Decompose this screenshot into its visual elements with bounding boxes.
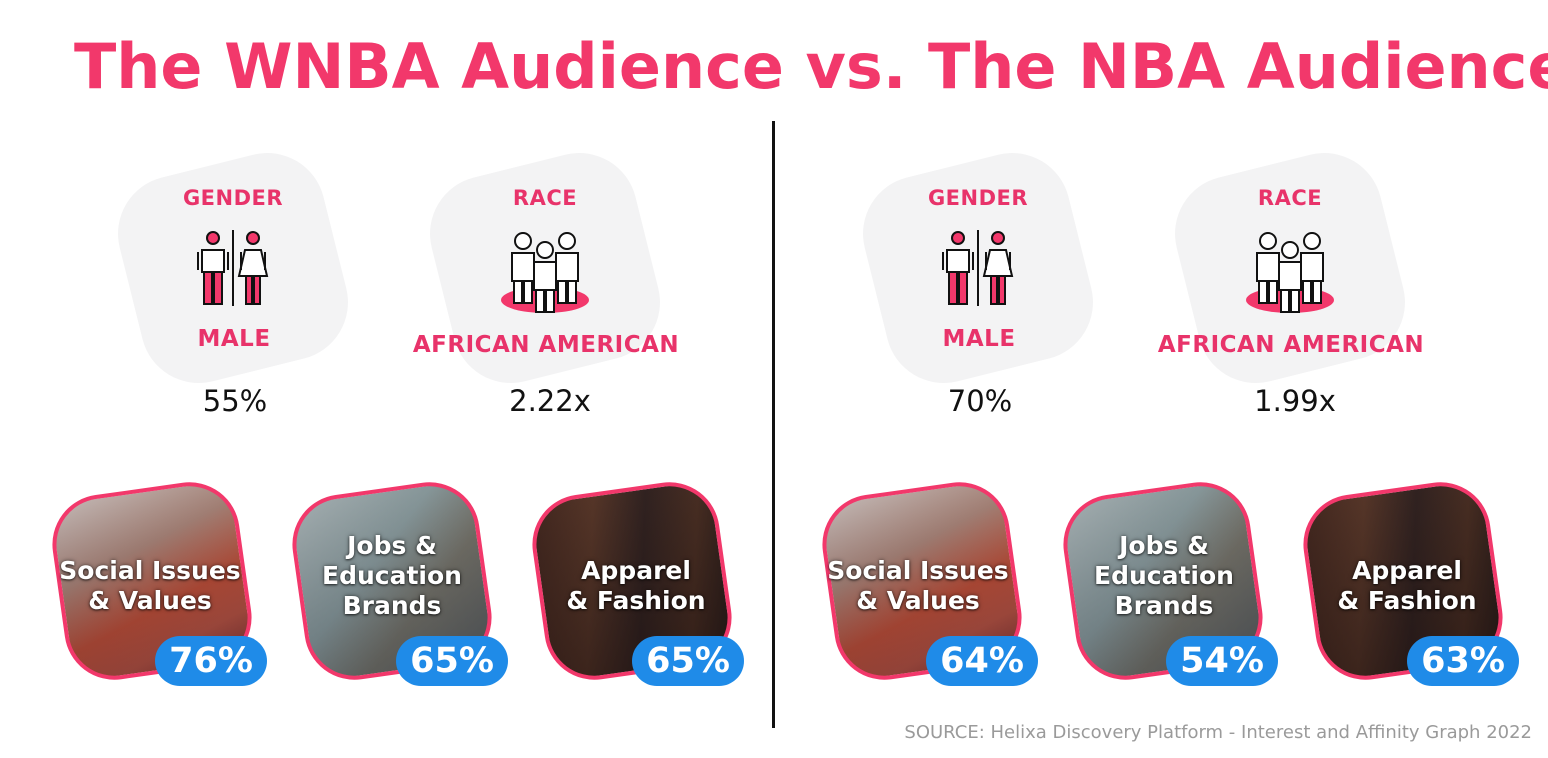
gender-icon bbox=[194, 228, 272, 312]
social-issues-percent-badge: 76% bbox=[155, 636, 267, 686]
social-issues-label: Social Issues & Values bbox=[59, 556, 241, 615]
jobs-education-percent-badge: 65% bbox=[396, 636, 508, 686]
gender-heading: GENDER bbox=[927, 186, 1029, 210]
race-heading: RACE bbox=[512, 186, 578, 210]
apparel-fashion-label: Apparel & Fashion bbox=[1337, 556, 1477, 615]
race-value: 1.99x bbox=[1254, 384, 1336, 418]
group-people-icon bbox=[500, 230, 590, 318]
group-people-icon bbox=[1245, 230, 1335, 318]
apparel-fashion-percent-badge: 65% bbox=[632, 636, 744, 686]
race-heading: RACE bbox=[1257, 186, 1323, 210]
apparel-fashion-label: Apparel & Fashion bbox=[566, 556, 706, 615]
gender-value: 55% bbox=[202, 384, 268, 418]
page-title: The WNBA Audience vs. The NBA Audience bbox=[74, 30, 1548, 103]
source-note: SOURCE: Helixa Discovery Platform - Inte… bbox=[904, 722, 1532, 743]
gender-heading: GENDER bbox=[182, 186, 284, 210]
race-value: 2.22x bbox=[509, 384, 591, 418]
gender-value: 70% bbox=[947, 384, 1013, 418]
jobs-education-percent-badge: 54% bbox=[1166, 636, 1278, 686]
wnba-panel: GENDER MALE 55% bbox=[45, 140, 744, 687]
jobs-education-label: Jobs & Education Brands bbox=[1094, 531, 1234, 620]
race-label: AFRICAN AMERICAN bbox=[1157, 332, 1425, 358]
gender-label: MALE bbox=[942, 326, 1016, 352]
center-divider bbox=[772, 121, 775, 728]
social-issues-percent-badge: 64% bbox=[926, 636, 1038, 686]
apparel-fashion-percent-badge: 63% bbox=[1407, 636, 1519, 686]
social-issues-label: Social Issues & Values bbox=[827, 556, 1009, 615]
gender-label: MALE bbox=[197, 326, 271, 352]
gender-icon bbox=[939, 228, 1017, 312]
race-label: AFRICAN AMERICAN bbox=[412, 332, 680, 358]
nba-panel: GENDER MALE 70% RACE bbox=[745, 0, 1519, 758]
jobs-education-label: Jobs & Education Brands bbox=[322, 531, 462, 620]
